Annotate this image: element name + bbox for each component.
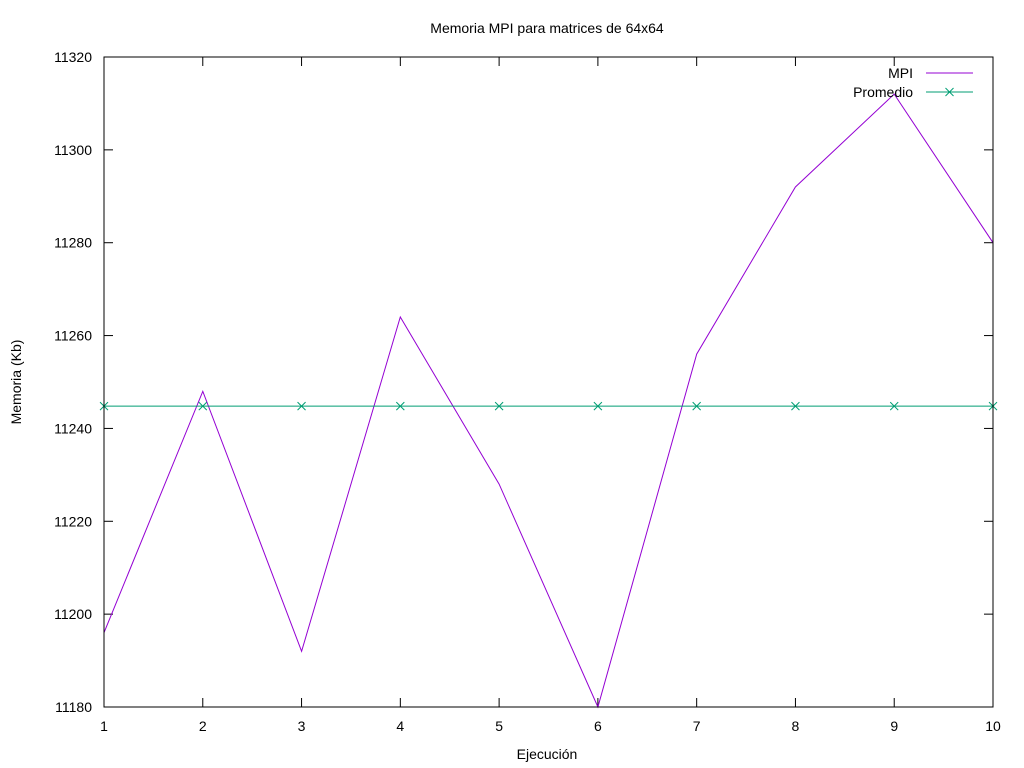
- y-tick-label: 11280: [54, 235, 92, 251]
- series-layer: [99, 93, 998, 709]
- legend-label-mpi: MPI: [888, 65, 913, 81]
- x-tick-label: 10: [985, 718, 1001, 734]
- series-line-mpi: [103, 93, 994, 709]
- x-tick-label: 7: [693, 718, 701, 734]
- x-tick-label: 1: [100, 718, 108, 734]
- x-tick-label: 8: [792, 718, 800, 734]
- data-point-promedio: [692, 401, 702, 411]
- plot-border: [103, 56, 994, 708]
- y-axis-label: Memoria (Kb): [8, 340, 24, 425]
- marker-stroke: [297, 401, 306, 411]
- marker-stroke: [692, 401, 702, 411]
- data-point-promedio: [395, 401, 405, 411]
- y-tick-label: 11200: [54, 606, 92, 622]
- data-point-promedio: [593, 401, 603, 411]
- x-axis-label: Ejecución: [517, 746, 578, 762]
- y-tick-label: 11320: [54, 49, 92, 65]
- x-tick-label: 2: [199, 718, 207, 734]
- y-tick-label: 11220: [54, 513, 92, 529]
- data-point-promedio: [791, 401, 800, 411]
- data-point-promedio: [494, 401, 504, 411]
- y-tick-label: 11300: [54, 142, 92, 158]
- legend-label-promedio: Promedio: [853, 84, 913, 100]
- y-tick-label: 11260: [54, 328, 92, 344]
- data-point-promedio: [297, 401, 306, 411]
- data-point-promedio: [889, 401, 899, 411]
- x-tick-label: 5: [495, 718, 503, 734]
- marker-stroke: [889, 401, 899, 411]
- marker-stroke: [198, 401, 208, 411]
- marker-stroke: [395, 401, 405, 411]
- legend-marker-promedio: [945, 87, 954, 97]
- marker-stroke: [791, 401, 800, 411]
- ticks-layer: 11180 11200 11220 11240 11260 11280 11300 11320…: [54, 49, 1001, 734]
- y-tick-label: 11240: [54, 420, 92, 436]
- y-tick-label: 11180: [55, 699, 92, 715]
- x-tick-label: 4: [396, 718, 404, 734]
- chart-title: Memoria MPI para matrices de 64x64: [430, 20, 664, 36]
- marker-stroke: [494, 401, 504, 411]
- marker-stroke: [945, 87, 954, 97]
- legend: MPI Promedio: [853, 65, 973, 100]
- x-tick-label: 3: [298, 718, 306, 734]
- marker-stroke: [593, 401, 603, 411]
- data-point-promedio: [198, 401, 208, 411]
- x-tick-label: 9: [890, 718, 898, 734]
- x-tick-label: 6: [594, 718, 602, 734]
